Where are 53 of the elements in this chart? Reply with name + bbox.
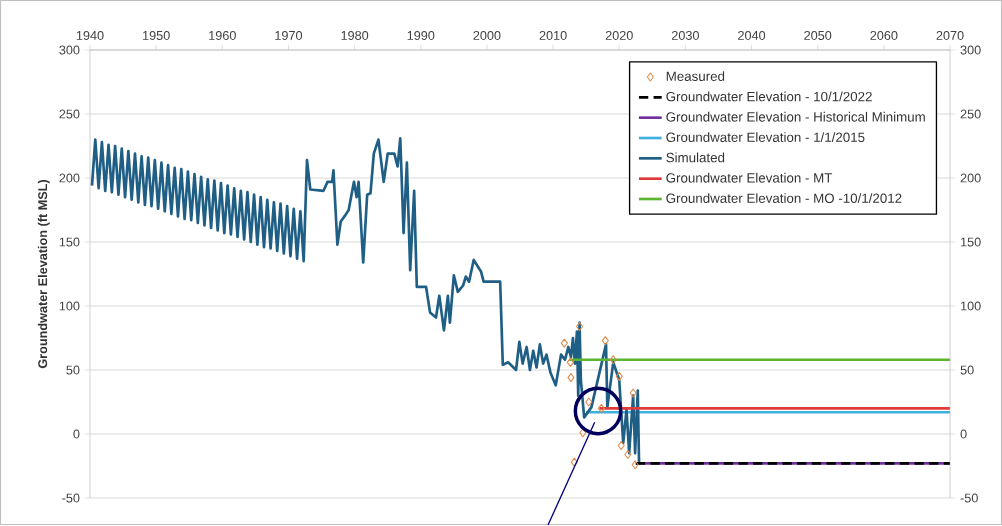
y2-tick-label: 100	[961, 301, 981, 311]
y-tick-label: 200	[59, 173, 80, 183]
x-tick-label: 1980	[341, 31, 369, 41]
legend-label: Groundwater Elevation - MO -10/1/2012	[666, 193, 902, 204]
y-tick-label: 50	[66, 365, 80, 375]
x-tick-label: 1950	[143, 31, 170, 41]
x-tick-label: 2060	[870, 31, 898, 41]
y-axis-title: Groundwater Elevation (ft MSL)	[37, 180, 50, 369]
point	[629, 388, 637, 398]
legend-label: Groundwater Elevation - 10/1/2022	[666, 91, 872, 102]
y2-tick-label: 150	[961, 237, 981, 247]
point	[567, 373, 575, 383]
legend-label: Groundwater Elevation - Historical Minimum	[666, 112, 925, 122]
point	[566, 357, 574, 368]
point	[570, 457, 578, 467]
y2-tick-label: 300	[960, 45, 981, 55]
point	[579, 428, 587, 438]
y-tick-label: 0	[73, 429, 80, 439]
point	[576, 322, 584, 332]
point	[631, 460, 639, 470]
x-tick-label: 2070	[936, 31, 964, 41]
x-tick-label: 1990	[407, 31, 435, 41]
y-tick-label: 300	[59, 45, 80, 55]
y-tick-label: -50	[62, 493, 80, 503]
x-tick-label: 2000	[473, 31, 501, 41]
point	[624, 450, 632, 460]
y2-tick-label: 50	[960, 365, 974, 375]
x-tick-label: 2030	[671, 31, 699, 41]
point	[615, 372, 623, 382]
x-tick-label: 1970	[275, 31, 303, 41]
point	[609, 355, 617, 365]
y-tick-label: 100	[59, 301, 80, 311]
x-tick-label: 2050	[804, 31, 832, 41]
y2-tick-label: 250	[960, 109, 981, 119]
legend-label: Groundwater Elevation - MT	[666, 173, 833, 183]
y2-tick-label: 200	[960, 173, 981, 183]
x-tick-label: 2040	[738, 31, 766, 41]
x-tick-label: 2010	[539, 31, 567, 41]
point	[617, 441, 625, 451]
y-tick-label: 250	[59, 109, 80, 119]
point	[560, 338, 568, 348]
y-tick-label: 150	[59, 237, 80, 247]
legend-label: Measured	[666, 71, 725, 82]
y2-tick-label: 0	[960, 429, 967, 439]
x-tick-label: 1940	[76, 31, 104, 41]
legend-label: Groundwater Elevation - 1/1/2015	[666, 132, 865, 143]
point	[597, 404, 605, 414]
point	[601, 336, 609, 346]
x-tick-label: 2020	[605, 31, 633, 41]
point	[585, 397, 593, 407]
legend-label: Simulated	[666, 152, 725, 163]
y2-tick-label: -50	[960, 493, 978, 503]
x-tick-label: 1960	[209, 31, 236, 41]
